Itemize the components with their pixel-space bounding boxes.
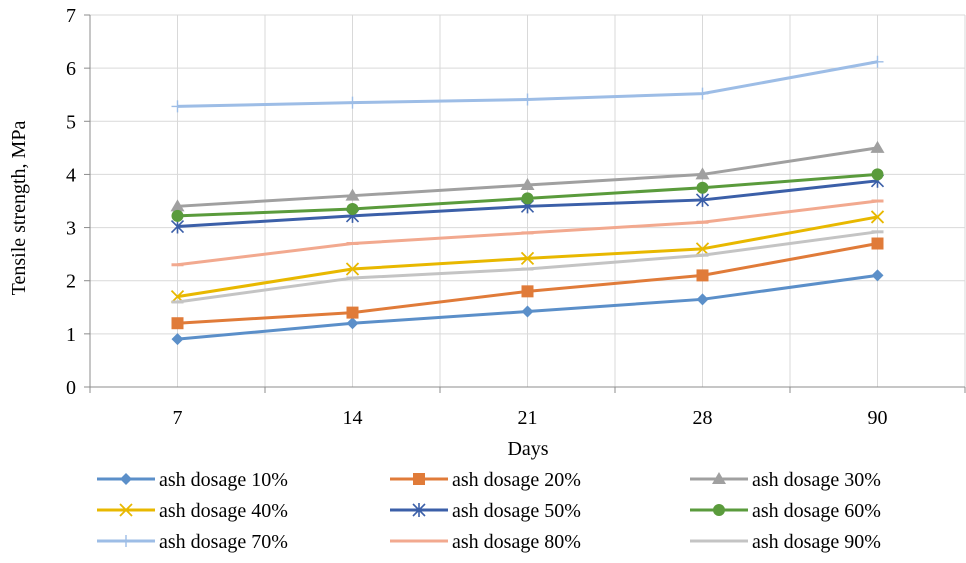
data-point-circle — [871, 168, 884, 181]
series-8 — [171, 199, 884, 267]
data-point-x — [870, 210, 885, 224]
y-tick-label: 2 — [66, 271, 76, 293]
legend-item: ash dosage 40% — [97, 500, 288, 522]
data-point-star — [695, 192, 710, 207]
x-tick-label: 28 — [693, 407, 713, 429]
data-point-circle — [171, 209, 184, 222]
legend-label: ash dosage 50% — [452, 500, 581, 522]
series-lines — [170, 55, 885, 346]
legend-label: ash dosage 70% — [159, 531, 288, 553]
data-point-triangle — [345, 188, 360, 201]
data-point-square — [871, 237, 884, 250]
legend: ash dosage 10% ash dosage 20% ash dosage 3… — [97, 469, 881, 553]
data-point-plus — [171, 100, 184, 113]
legend-label: ash dosage 30% — [752, 469, 881, 491]
data-point-diamond — [120, 473, 132, 485]
x-tick-label: 7 — [173, 407, 183, 429]
y-tick-label: 6 — [66, 58, 76, 80]
data-point-square — [346, 306, 359, 319]
data-point-circle — [346, 202, 359, 215]
data-point-diamond — [171, 333, 184, 346]
y-tick-label: 5 — [66, 111, 76, 133]
legend-label: ash dosage 90% — [752, 531, 881, 553]
data-point-plus — [696, 87, 709, 100]
data-point-triangle — [520, 178, 535, 191]
tick-labels: 0 1 2 3 4 5 6 7 7 14 21 28 90 — [66, 5, 888, 429]
legend-item: ash dosage 70% — [97, 531, 288, 553]
data-point-x — [345, 262, 360, 276]
y-tick-label: 7 — [66, 5, 76, 27]
data-point-square — [171, 317, 184, 330]
data-point-circle — [713, 504, 725, 516]
data-point-diamond — [521, 305, 534, 318]
data-point-square — [413, 473, 425, 485]
data-point-triangle — [170, 199, 185, 212]
data-point-x — [119, 503, 133, 517]
y-tick-label: 0 — [66, 377, 76, 399]
axes — [84, 14, 966, 393]
data-point-plus — [871, 55, 884, 68]
data-point-circle — [696, 181, 709, 194]
series-3 — [170, 140, 885, 212]
legend-label: ash dosage 10% — [159, 469, 288, 491]
x-tick-label: 21 — [518, 407, 538, 429]
data-point-triangle — [870, 140, 885, 153]
data-point-triangle — [712, 472, 726, 484]
data-point-plus — [120, 535, 132, 547]
y-tick-label: 3 — [66, 218, 76, 240]
data-point-circle — [521, 192, 534, 205]
legend-label: ash dosage 80% — [452, 531, 581, 553]
series-6 — [171, 168, 884, 222]
data-point-x — [520, 251, 535, 266]
legend-item: ash dosage 50% — [390, 500, 581, 522]
legend-label: ash dosage 20% — [452, 469, 581, 491]
series-9 — [171, 230, 884, 304]
y-tick-label: 1 — [66, 324, 76, 346]
data-point-plus — [521, 93, 534, 106]
series-1 — [171, 269, 884, 346]
legend-item: ash dosage 80% — [390, 531, 581, 553]
legend-label: ash dosage 60% — [752, 500, 881, 522]
x-tick-label: 14 — [343, 407, 363, 429]
data-point-star — [412, 503, 426, 517]
legend-item: ash dosage 90% — [690, 531, 881, 553]
data-point-diamond — [346, 317, 359, 330]
data-point-plus — [346, 96, 359, 109]
x-tick-label: 90 — [868, 407, 888, 429]
data-point-diamond — [696, 293, 709, 306]
legend-item: ash dosage 30% — [690, 469, 881, 491]
data-point-square — [696, 269, 709, 282]
data-point-diamond — [871, 269, 884, 282]
legend-item: ash dosage 20% — [390, 469, 581, 491]
data-point-x — [695, 242, 710, 256]
series-2 — [171, 237, 884, 330]
legend-label: ash dosage 40% — [159, 500, 288, 522]
data-point-triangle — [695, 167, 710, 180]
legend-item: ash dosage 60% — [690, 500, 881, 522]
series-7 — [171, 55, 884, 113]
y-tick-label: 4 — [66, 164, 76, 186]
y-axis-title: Tensile strength, MPa — [8, 121, 30, 296]
legend-item: ash dosage 10% — [97, 469, 288, 491]
x-axis-title: Days — [507, 438, 548, 460]
data-point-square — [521, 285, 534, 298]
